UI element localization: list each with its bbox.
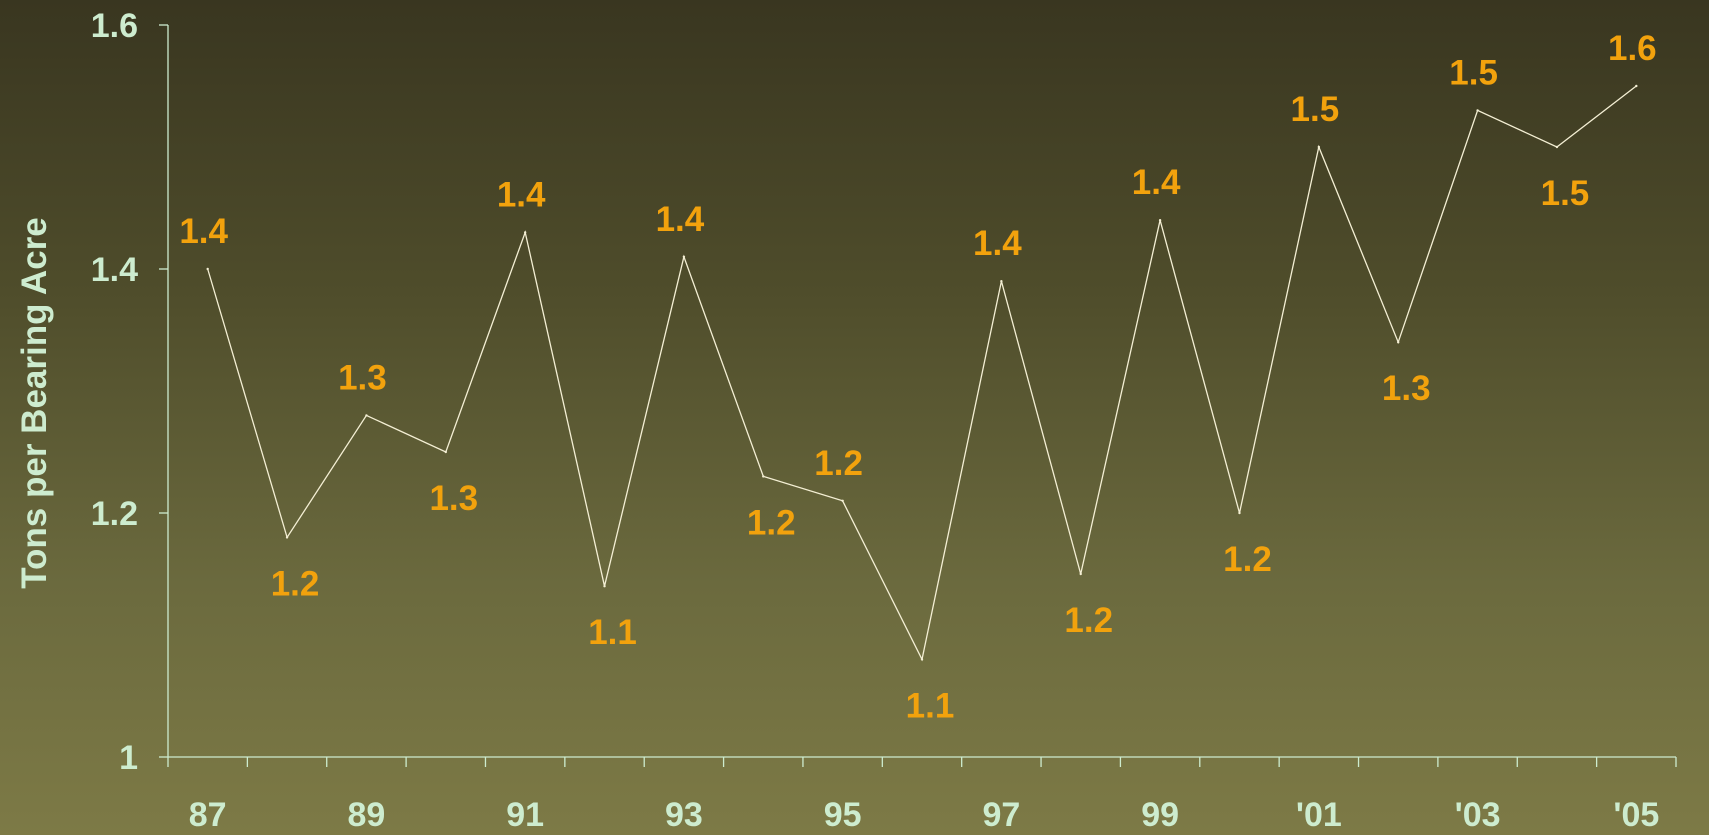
data-point (1555, 145, 1559, 149)
data-point (1397, 341, 1400, 344)
y-tick-label: 1.4 (91, 251, 138, 289)
data-label: 1.2 (1064, 601, 1113, 640)
data-label: 1.2 (1223, 540, 1272, 579)
x-tick-label: '05 (1613, 796, 1659, 834)
data-label: 1.3 (1382, 369, 1431, 408)
y-axis-tick-labels: 1 1.2 1.4 1.6 (91, 7, 138, 777)
data-point (1079, 572, 1082, 576)
y-tick-label: 1.2 (91, 495, 138, 533)
data-label: 1.2 (747, 503, 796, 542)
data-point (1635, 84, 1638, 88)
data-label: 1.5 (1541, 174, 1590, 213)
data-label: 1.5 (1449, 53, 1498, 92)
data-point (1317, 145, 1321, 149)
data-point (920, 658, 924, 661)
data-point (1000, 280, 1003, 283)
x-tick-label: 87 (189, 796, 227, 834)
data-point (285, 536, 289, 539)
data-label: 1.3 (338, 358, 387, 397)
x-tick-label: '01 (1296, 796, 1342, 834)
data-label: 1.4 (973, 224, 1022, 263)
data-labels: 1.4 1.2 1.3 1.3 1.4 1.1 1.4 1.2 1.2 1.1 1.4 1.2 1.4 1… (179, 29, 1656, 725)
x-tick-label: '03 (1455, 796, 1501, 834)
data-label: 1.3 (429, 479, 478, 518)
data-point (762, 475, 765, 478)
y-axis-title: Tons per Bearing Acre (15, 217, 54, 588)
data-label: 1.5 (1291, 90, 1340, 129)
data-label: 1.4 (497, 175, 546, 214)
data-point (206, 267, 209, 271)
data-label: 1.1 (588, 613, 637, 652)
data-point (1238, 511, 1241, 515)
data-point (523, 231, 527, 234)
x-axis-tick-labels: 87 89 91 93 95 97 99 '01 '03 '05 (189, 796, 1659, 834)
x-tick-label: 95 (824, 796, 862, 834)
x-tick-label: 93 (665, 796, 703, 834)
data-point (841, 499, 844, 502)
axes (159, 24, 1677, 767)
x-tick-label: 91 (506, 796, 544, 834)
data-label: 1.2 (271, 564, 320, 603)
data-label: 1.4 (1132, 163, 1181, 202)
data-label: 1.4 (656, 200, 705, 239)
data-point (1476, 109, 1479, 112)
data-point (682, 255, 686, 258)
x-tick-label: 99 (1141, 796, 1179, 834)
series-layer (206, 84, 1638, 662)
data-label: 1.4 (179, 212, 228, 251)
data-point (365, 414, 368, 417)
x-tick-label: 97 (982, 796, 1020, 834)
data-label: 1.1 (906, 686, 955, 725)
y-tick-label: 1.6 (91, 7, 138, 45)
data-point (444, 450, 447, 454)
x-tick-label: 89 (348, 796, 386, 834)
data-point (1158, 219, 1162, 222)
y-tick-label: 1 (119, 739, 138, 777)
data-point (603, 585, 606, 588)
data-label: 1.2 (814, 444, 863, 483)
data-label: 1.6 (1608, 29, 1657, 68)
